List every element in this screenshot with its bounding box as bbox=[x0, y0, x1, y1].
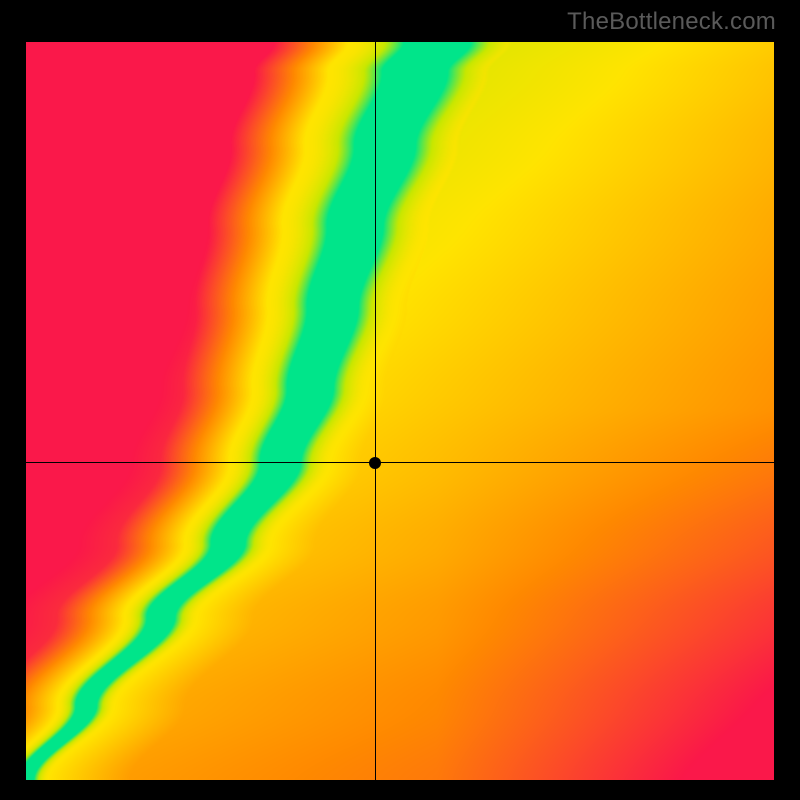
heatmap-canvas bbox=[26, 42, 774, 780]
chart-container: TheBottleneck.com bbox=[0, 0, 800, 800]
watermark-text: TheBottleneck.com bbox=[567, 8, 776, 36]
heatmap-plot-area bbox=[26, 42, 774, 780]
crosshair-marker bbox=[369, 457, 381, 469]
crosshair-horizontal bbox=[26, 462, 774, 463]
crosshair-vertical bbox=[375, 42, 376, 780]
